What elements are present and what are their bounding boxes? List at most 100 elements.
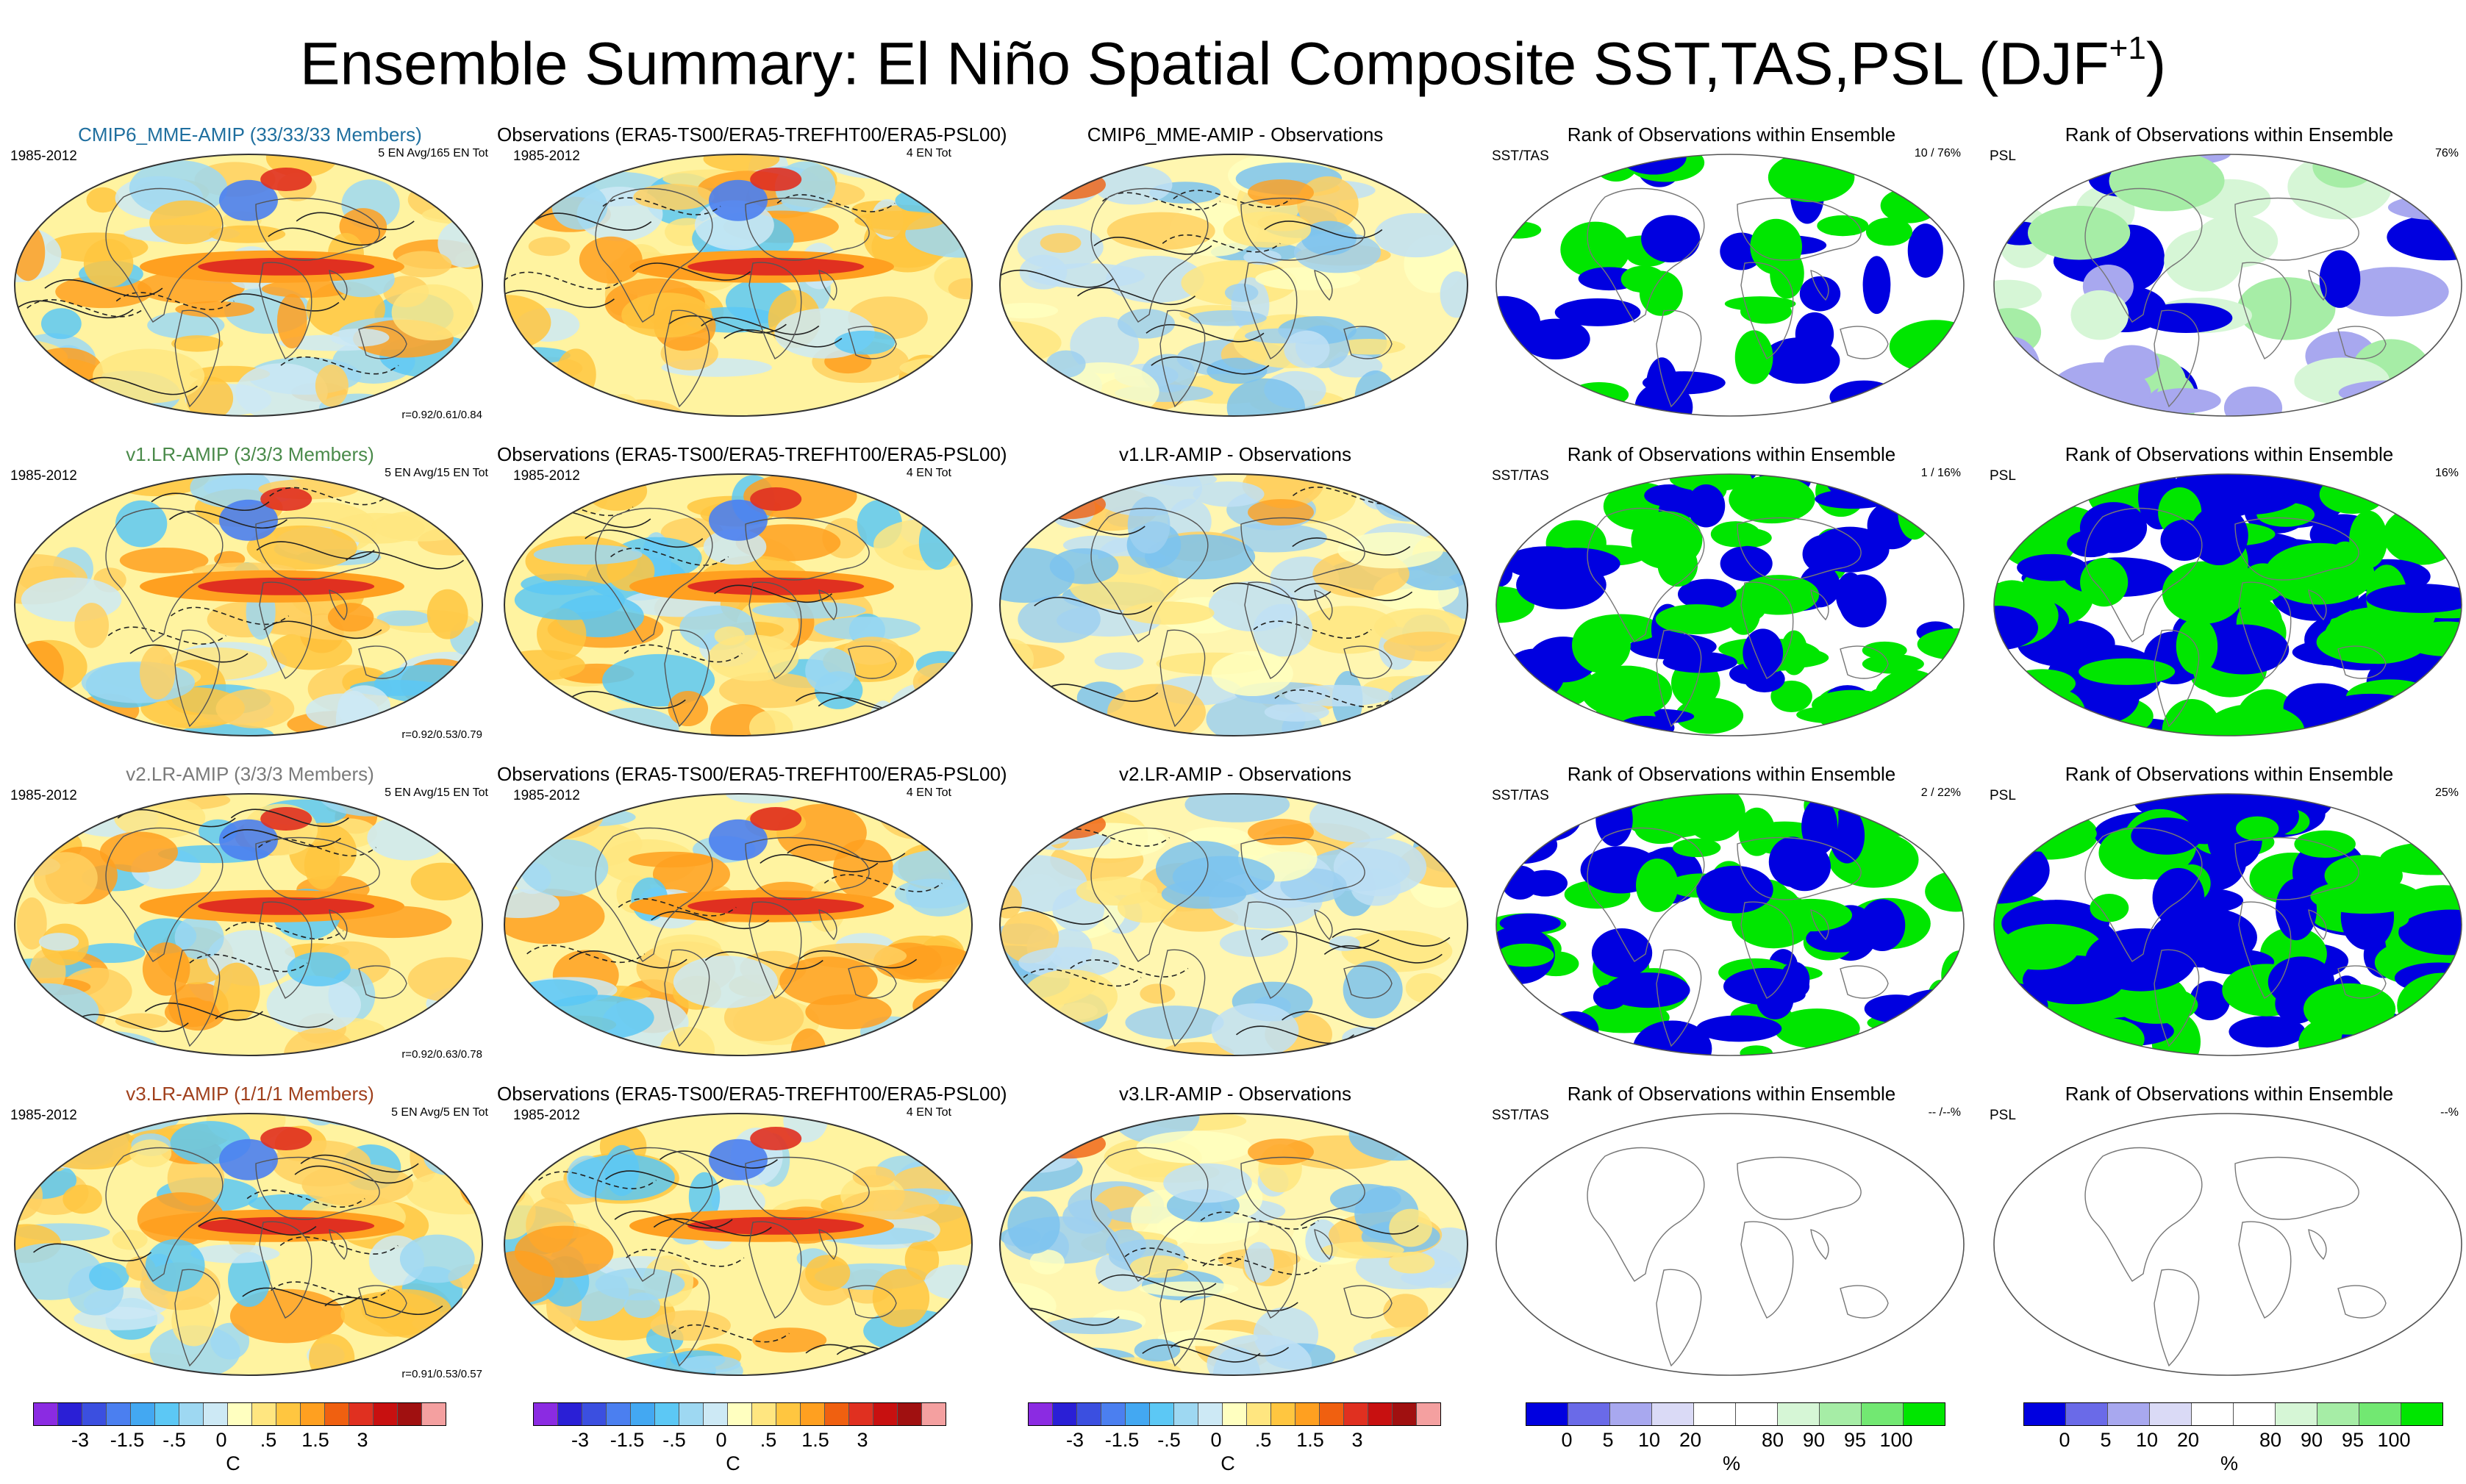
colorbar-tick: 100 <box>1879 1429 1913 1451</box>
colorbar-box <box>252 1403 276 1425</box>
colorbar-boxes <box>1028 1402 1441 1426</box>
rank-sst-label: SST/TAS <box>1492 788 1549 803</box>
colorbar-box <box>582 1403 607 1425</box>
colorbar-box <box>2234 1403 2276 1425</box>
rank-sst-title: Rank of Observations within Ensemble <box>1567 123 1896 146</box>
model-event-count: 5 EN Avg/15 EN Tot <box>385 467 488 479</box>
colorbar-tick: 80 <box>1761 1429 1784 1451</box>
colorbar-box <box>1126 1403 1150 1425</box>
obs-event-count: 4 EN Tot <box>906 786 951 799</box>
map-0-3 <box>1495 154 1965 417</box>
colorbar-box <box>1393 1403 1417 1425</box>
colorbar-box <box>34 1403 58 1425</box>
rank-psl-label: PSL <box>1990 1108 2016 1123</box>
model-title: v1.LR-AMIP (3/3/3 Members) <box>126 443 374 465</box>
colorbar-box <box>1820 1403 1862 1425</box>
rank-psl-title: Rank of Observations within Ensemble <box>2065 1083 2394 1105</box>
map-0-0 <box>14 154 483 417</box>
colorbar-boxes <box>2023 1402 2443 1426</box>
model-event-count: 5 EN Avg/15 EN Tot <box>385 786 488 799</box>
colorbar-box <box>1652 1403 1694 1425</box>
colorbar-box <box>2150 1403 2192 1425</box>
map-3-2 <box>999 1113 1468 1376</box>
model-years: 1985-2012 <box>10 468 77 484</box>
map-2-2 <box>999 793 1468 1056</box>
colorbar-box <box>631 1403 655 1425</box>
colorbar-box <box>301 1403 325 1425</box>
colorbar-box <box>1101 1403 1126 1425</box>
colorbar-box <box>1417 1403 1440 1425</box>
colorbar-tick: 1.5 <box>801 1429 829 1451</box>
colorbar-tick: 5 <box>1602 1429 1614 1451</box>
rank-psl-title: Rank of Observations within Ensemble <box>2065 443 2394 465</box>
colorbar-tick: 3 <box>857 1429 868 1451</box>
colorbar-box <box>1610 1403 1652 1425</box>
obs-years: 1985-2012 <box>513 1108 580 1123</box>
colorbar-tick: 90 <box>2300 1429 2323 1451</box>
colorbar-box <box>58 1403 82 1425</box>
model-title: v2.LR-AMIP (3/3/3 Members) <box>126 763 374 785</box>
model-event-count: 5 EN Avg/165 EN Tot <box>378 147 488 159</box>
colorbar-box <box>2108 1403 2150 1425</box>
map-3-3 <box>1495 1113 1965 1376</box>
figure-title: Ensemble Summary: El Niño Spatial Compos… <box>299 30 2167 98</box>
obs-years: 1985-2012 <box>513 788 580 803</box>
colorbar-tick: 0 <box>2059 1429 2070 1451</box>
colorbar-box <box>1778 1403 1820 1425</box>
colorbar-box <box>2192 1403 2234 1425</box>
colorbar-box <box>349 1403 374 1425</box>
colorbar-box <box>2024 1403 2066 1425</box>
rank-psl-title: Rank of Observations within Ensemble <box>2065 123 2394 146</box>
model-event-count: 5 EN Avg/5 EN Tot <box>391 1106 488 1119</box>
colorbar-box <box>1526 1403 1568 1425</box>
colorbar-box <box>82 1403 107 1425</box>
colorbar-tick: 1.5 <box>301 1429 329 1451</box>
rank-psl-value: 25% <box>2434 786 2459 799</box>
rank-sst-label: SST/TAS <box>1492 1108 1549 1123</box>
colorbar-box <box>374 1403 398 1425</box>
colorbar-rank-psl: 0 5 10 20 80 90 95 100% <box>2023 1402 2443 1476</box>
colorbar-tick: .5 <box>260 1429 277 1451</box>
map-3-0 <box>14 1113 483 1376</box>
colorbar-box <box>2066 1403 2108 1425</box>
colorbar-box <box>1223 1403 1247 1425</box>
map-0-1 <box>504 154 973 417</box>
map-2-1 <box>504 793 973 1056</box>
observations-title: Observations (ERA5-TS00/ERA5-TREFHT00/ER… <box>497 443 1007 465</box>
colorbar-model: -3 -1.5 -.5 0 .5 1.5 3 C <box>33 1402 446 1476</box>
colorbar-tick: -3 <box>1065 1429 1084 1451</box>
colorbar-boxes <box>33 1402 446 1426</box>
map-0-2 <box>999 154 1468 417</box>
rank-sst-value: 2 / 22% <box>1920 786 1961 799</box>
rank-sst-value: 1 / 16% <box>1920 467 1961 479</box>
colorbar-box <box>825 1403 849 1425</box>
rank-sst-value: 10 / 76% <box>1914 147 1961 159</box>
colorbar-tick: 80 <box>2259 1429 2282 1451</box>
colorbar-box <box>1320 1403 1344 1425</box>
colorbar-box <box>679 1403 704 1425</box>
map-2-4 <box>1993 793 2462 1056</box>
map-3-1 <box>504 1113 973 1376</box>
colorbar-tick: 1.5 <box>1296 1429 1324 1451</box>
colorbar-rank-sst: 0 5 10 20 80 90 95 100% <box>1526 1402 1945 1476</box>
colorbar-box <box>204 1403 228 1425</box>
colorbar-box <box>1174 1403 1198 1425</box>
colorbar-tick: 95 <box>1843 1429 1867 1451</box>
colorbar-tick: -3 <box>571 1429 590 1451</box>
pattern-correlation: r=0.92/0.53/0.79 <box>401 728 482 741</box>
colorbar-box <box>422 1403 446 1425</box>
colorbar-box <box>2276 1403 2317 1425</box>
colorbar-box <box>922 1403 946 1425</box>
colorbar-box <box>1198 1403 1223 1425</box>
map-0-4 <box>1993 154 2462 417</box>
obs-years: 1985-2012 <box>513 148 580 164</box>
rank-sst-label: SST/TAS <box>1492 468 1549 484</box>
colorbar-unit: % <box>1722 1452 1741 1474</box>
colorbar-tick: .5 <box>760 1429 777 1451</box>
colorbar-observations: -3 -1.5 -.5 0 .5 1.5 3 C <box>533 1402 946 1476</box>
colorbar-box <box>873 1403 898 1425</box>
model-years: 1985-2012 <box>10 148 77 164</box>
rank-psl-value: 16% <box>2434 467 2459 479</box>
pattern-correlation: r=0.91/0.53/0.57 <box>401 1368 482 1380</box>
colorbar-box <box>228 1403 252 1425</box>
